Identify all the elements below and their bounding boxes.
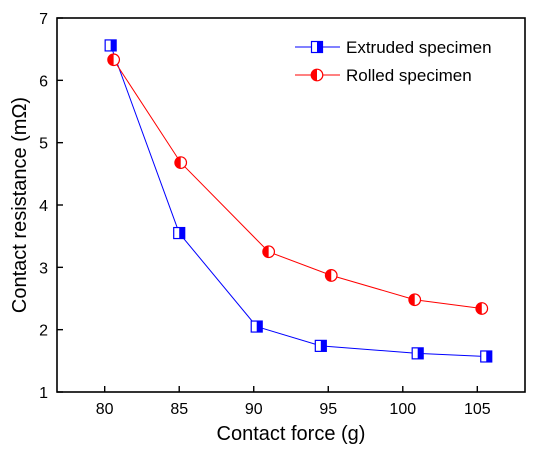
- x-axis-ticks: 80 85 90 95 100 105: [96, 386, 491, 418]
- legend: Extruded specimen Rolled specimen: [295, 38, 492, 85]
- data-point: [475, 302, 489, 315]
- legend-label-rolled: Rolled specimen: [346, 66, 472, 85]
- y-tick-label: 5: [39, 136, 48, 153]
- y-axis-ticks: 1 2 3 4 5 6 7: [39, 11, 63, 402]
- y-tick-label: 2: [39, 323, 48, 340]
- y-tick-label: 7: [39, 11, 48, 28]
- legend-item-extruded: Extruded specimen: [295, 38, 492, 57]
- data-point: [411, 347, 424, 360]
- legend-label-extruded: Extruded specimen: [346, 38, 492, 57]
- y-tick-label: 1: [39, 385, 48, 402]
- legend-marker-extruded: [310, 40, 324, 54]
- data-point: [174, 156, 188, 170]
- x-tick-label: 90: [245, 401, 263, 418]
- x-tick-label: 85: [170, 401, 188, 418]
- series-2: [107, 53, 489, 315]
- x-tick-label: 95: [319, 401, 337, 418]
- y-tick-label: 3: [39, 260, 48, 277]
- legend-marker-rolled: [310, 68, 324, 82]
- data-point: [173, 226, 186, 240]
- data-point: [480, 350, 493, 363]
- x-tick-label: 80: [96, 401, 114, 418]
- x-tick-label: 100: [389, 401, 416, 418]
- data-point: [107, 53, 121, 67]
- series-line: [113, 59, 482, 309]
- series-line: [110, 45, 487, 357]
- data-point: [324, 269, 338, 282]
- x-axis-title: Contact force (g): [217, 423, 366, 445]
- data-point: [104, 39, 117, 52]
- data-point: [250, 320, 263, 333]
- legend-item-rolled: Rolled specimen: [295, 66, 472, 85]
- data-point: [314, 339, 327, 352]
- data-point: [408, 293, 422, 307]
- y-axis-title: Contact resistance (mΩ): [9, 97, 31, 313]
- x-tick-label: 105: [464, 401, 491, 418]
- y-tick-label: 6: [39, 73, 48, 90]
- data-point: [262, 245, 276, 259]
- y-tick-label: 4: [39, 198, 48, 215]
- series-layer: [104, 39, 493, 363]
- series-1: [104, 39, 493, 363]
